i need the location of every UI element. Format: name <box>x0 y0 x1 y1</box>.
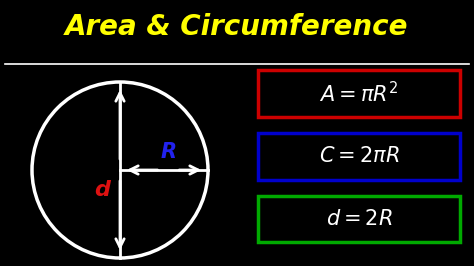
Text: Area & Circumference: Area & Circumference <box>65 13 409 41</box>
Text: R: R <box>160 142 176 162</box>
Bar <box>258 70 460 117</box>
Bar <box>258 196 460 242</box>
Bar <box>258 133 460 180</box>
Text: $d = 2R$: $d = 2R$ <box>326 209 392 229</box>
Text: $A = \pi R^2$: $A = \pi R^2$ <box>319 81 399 106</box>
Text: $C = 2\pi R$: $C = 2\pi R$ <box>319 146 400 166</box>
Text: d: d <box>94 180 110 200</box>
